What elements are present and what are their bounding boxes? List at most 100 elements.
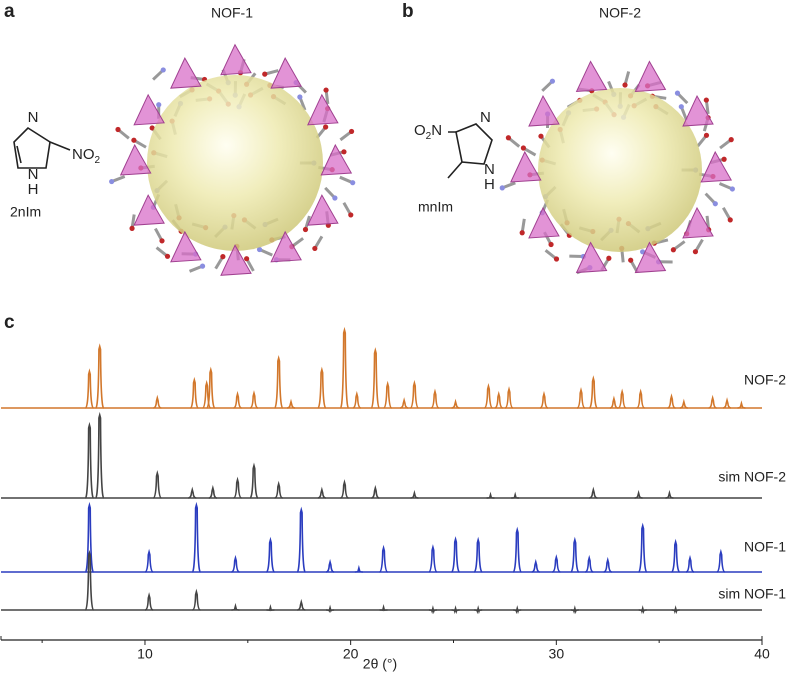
atom xyxy=(721,156,727,162)
atom xyxy=(538,133,544,139)
peak xyxy=(231,554,240,573)
peak xyxy=(153,394,162,409)
peak xyxy=(552,554,561,573)
peak xyxy=(317,486,326,499)
tetrahedron xyxy=(170,57,202,89)
peak xyxy=(603,556,612,573)
peak xyxy=(94,411,105,499)
peak xyxy=(494,390,503,409)
legend-label: sim NOF-2 xyxy=(718,469,786,485)
atom xyxy=(729,186,735,192)
peak xyxy=(354,564,363,573)
peak xyxy=(486,491,495,499)
panel-letter: a xyxy=(4,1,15,22)
atom xyxy=(262,71,268,77)
peak xyxy=(400,397,409,409)
legend-label: sim NOF-1 xyxy=(718,586,786,602)
peak xyxy=(188,486,197,499)
peak xyxy=(722,397,732,409)
peak xyxy=(297,598,306,611)
peak xyxy=(589,486,598,499)
atom xyxy=(297,94,303,100)
peak xyxy=(451,605,460,615)
peak xyxy=(266,604,275,612)
tetrahedron xyxy=(575,60,608,93)
legend-label: NOF-1 xyxy=(744,539,786,555)
atom xyxy=(149,125,155,131)
cavity-sphere xyxy=(147,75,323,251)
peak xyxy=(539,390,549,409)
x-tick-label: 40 xyxy=(754,646,770,662)
atom xyxy=(670,247,676,253)
peak xyxy=(428,605,437,615)
atom xyxy=(156,102,162,108)
peak xyxy=(576,386,586,409)
atom xyxy=(348,212,354,218)
peak xyxy=(484,383,493,409)
peak xyxy=(371,484,380,499)
atom xyxy=(323,124,329,130)
atom xyxy=(302,226,309,233)
tetrahedron xyxy=(528,94,560,127)
peak xyxy=(325,558,335,573)
ligand-mnim xyxy=(447,123,493,179)
peak xyxy=(451,536,461,573)
peak xyxy=(473,536,483,573)
peak xyxy=(152,469,162,499)
peak xyxy=(317,366,327,409)
ligand-name: 2nIm xyxy=(10,204,41,220)
peak xyxy=(637,522,648,573)
tetrahedron xyxy=(634,241,667,274)
peak xyxy=(638,605,647,615)
tetrahedron xyxy=(634,60,667,93)
peak xyxy=(410,379,419,409)
tetrahedron xyxy=(133,194,165,226)
atom xyxy=(115,126,121,133)
legend-label: NOF-2 xyxy=(744,372,786,388)
tetrahedron xyxy=(682,206,714,239)
cavity-sphere xyxy=(538,88,702,252)
peak xyxy=(531,558,540,573)
atom xyxy=(350,180,356,186)
ligand-2nim xyxy=(13,126,71,169)
peak xyxy=(708,394,717,409)
group-text: O xyxy=(414,122,426,139)
ring xyxy=(455,123,493,165)
peak xyxy=(430,388,440,409)
atom xyxy=(505,135,512,141)
atom xyxy=(160,67,166,73)
peak xyxy=(191,501,202,573)
tetrahedron xyxy=(220,244,252,276)
chart: 10 20 30 40 2θ (°) NOF-2 sim NOF-2 NOF-1 sim NOF… xyxy=(0,326,786,672)
atom xyxy=(519,230,525,236)
atom xyxy=(256,246,263,253)
atom xyxy=(312,245,318,252)
ring xyxy=(13,126,51,169)
peak xyxy=(192,588,201,611)
group-text: N xyxy=(431,122,442,139)
tetrahedron xyxy=(700,150,733,183)
tetrahedron xyxy=(119,143,152,176)
peak xyxy=(296,506,307,573)
atom xyxy=(549,78,556,84)
atom xyxy=(678,104,684,110)
atom xyxy=(728,137,734,143)
peak xyxy=(379,604,388,612)
peak xyxy=(504,386,514,409)
peak xyxy=(339,326,350,409)
panel-letter: b xyxy=(402,1,414,22)
atom xyxy=(129,225,135,231)
peak xyxy=(383,380,393,409)
atom xyxy=(220,254,226,260)
atom xyxy=(703,97,709,103)
peak xyxy=(474,605,483,615)
peak xyxy=(636,388,645,409)
peak xyxy=(428,544,438,573)
tetrahedron xyxy=(320,143,353,176)
tetrahedron xyxy=(307,194,339,226)
tetrahedron xyxy=(575,241,608,274)
peak xyxy=(665,489,674,499)
atom: N xyxy=(480,109,491,126)
atom xyxy=(332,195,338,201)
tetrahedron xyxy=(270,230,302,263)
